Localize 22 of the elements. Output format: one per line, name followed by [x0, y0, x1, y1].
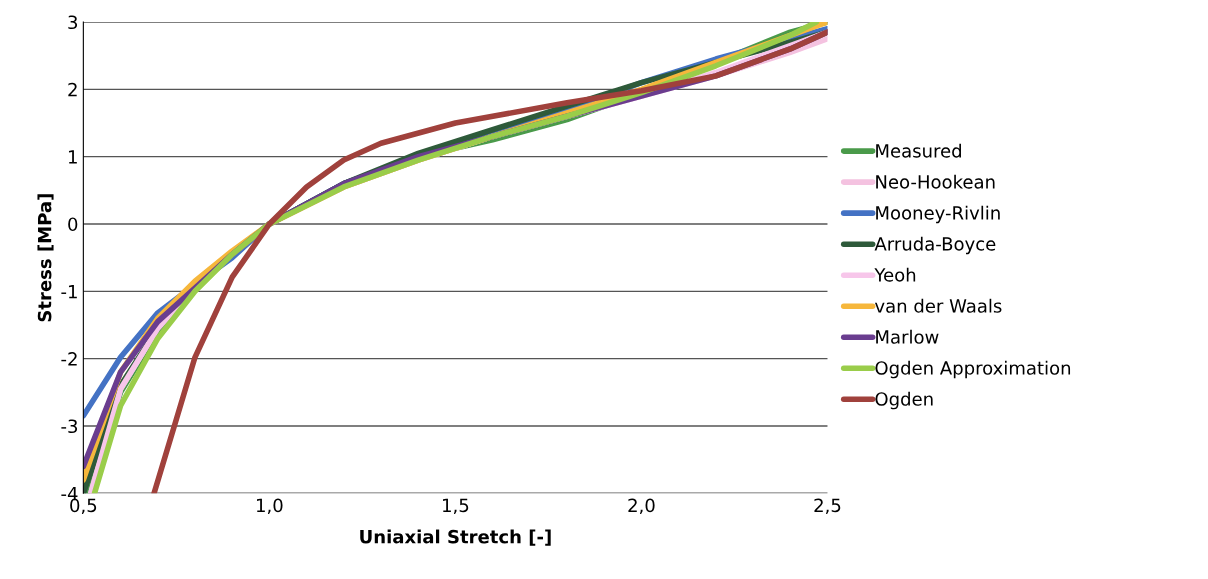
x-tick-label: 2,5	[814, 498, 841, 514]
x-tick-label: 1,0	[257, 498, 283, 514]
legend-label: Ogden Approximation	[875, 360, 1071, 379]
legend-label: Mooney-Rivlin	[876, 205, 1000, 224]
y-tick-label: -3	[61, 419, 78, 434]
x-tick-label: 2,0	[628, 498, 655, 514]
x-tick-label: 1,5	[443, 498, 469, 514]
y-axis-title: Stress [MPa]	[37, 194, 54, 322]
legend-label: Measured	[876, 143, 961, 158]
y-tick-label: 0	[68, 217, 78, 232]
y-tick-label: 3	[68, 15, 78, 30]
legend-label: Neo-Hookean	[876, 174, 995, 189]
y-tick-label: 1	[68, 150, 77, 164]
x-axis-title: Uniaxial Stretch [-]	[360, 529, 551, 546]
legend-label: Yeoh	[874, 267, 916, 282]
legend-label: Arruda-Boyce	[874, 236, 996, 255]
legend-label: van der Waals	[874, 298, 1002, 313]
y-tick-label: -2	[61, 352, 77, 366]
legend-label: Marlow	[876, 329, 939, 344]
legend-label: Ogden	[875, 391, 933, 410]
y-tick-label: 2	[68, 82, 77, 97]
y-tick-label: -1	[61, 285, 77, 299]
